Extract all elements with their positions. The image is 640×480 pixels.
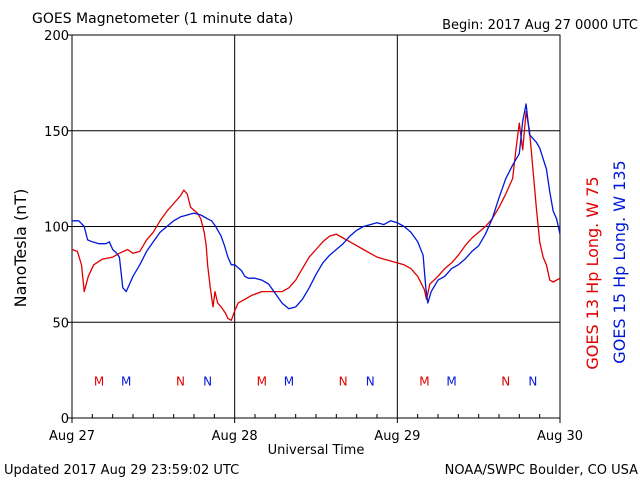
midnight-marker: M (121, 374, 131, 388)
chart-title: GOES Magnetometer (1 minute data) (32, 11, 293, 27)
midnight-marker: M (257, 374, 267, 388)
series-line-goes15 (72, 103, 561, 310)
y-tick-label: 100 (44, 221, 69, 236)
y-axis-label: NanoTesla (nT) (11, 189, 30, 308)
y-tick-label: 50 (52, 316, 69, 331)
x-axis-label: Universal Time (268, 443, 365, 458)
noon-marker: N (366, 374, 375, 388)
noon-marker: N (203, 374, 212, 388)
midnight-marker: M (446, 374, 456, 388)
x-tick-label: Aug 30 (537, 429, 583, 444)
y-tick-label: 0 (61, 412, 69, 427)
y-tick-label: 200 (44, 29, 69, 44)
x-tick-label: Aug 29 (374, 429, 420, 444)
series-layer (71, 103, 561, 321)
x-tick-label: Aug 28 (212, 429, 258, 444)
noon-marker: N (176, 374, 185, 388)
updated-timestamp: Updated 2017 Aug 29 23:59:02 UTC (4, 463, 239, 478)
data-source: NOAA/SWPC Boulder, CO USA (445, 463, 638, 478)
midnight-marker: M (284, 374, 294, 388)
legend-goes15: GOES 15 Hp Long. W 135 (610, 160, 629, 363)
noon-marker: N (501, 374, 510, 388)
midnight-marker: M (94, 374, 104, 388)
midnight-marker: M (419, 374, 429, 388)
tick-layer: 0 50 100 150 200 Aug 27 Aug 28 Aug 29 Aug 30 (44, 29, 583, 444)
noon-marker: N (528, 374, 537, 388)
series-line-goes13 (71, 110, 561, 321)
legend-goes13: GOES 13 Hp Long. W 75 (583, 176, 602, 369)
noon-marker: N (339, 374, 348, 388)
y-tick-label: 150 (44, 125, 69, 140)
x-tick-label: Aug 27 (49, 429, 95, 444)
grid-layer (71, 34, 561, 419)
begin-time: Begin: 2017 Aug 27 0000 UTC (442, 18, 638, 33)
